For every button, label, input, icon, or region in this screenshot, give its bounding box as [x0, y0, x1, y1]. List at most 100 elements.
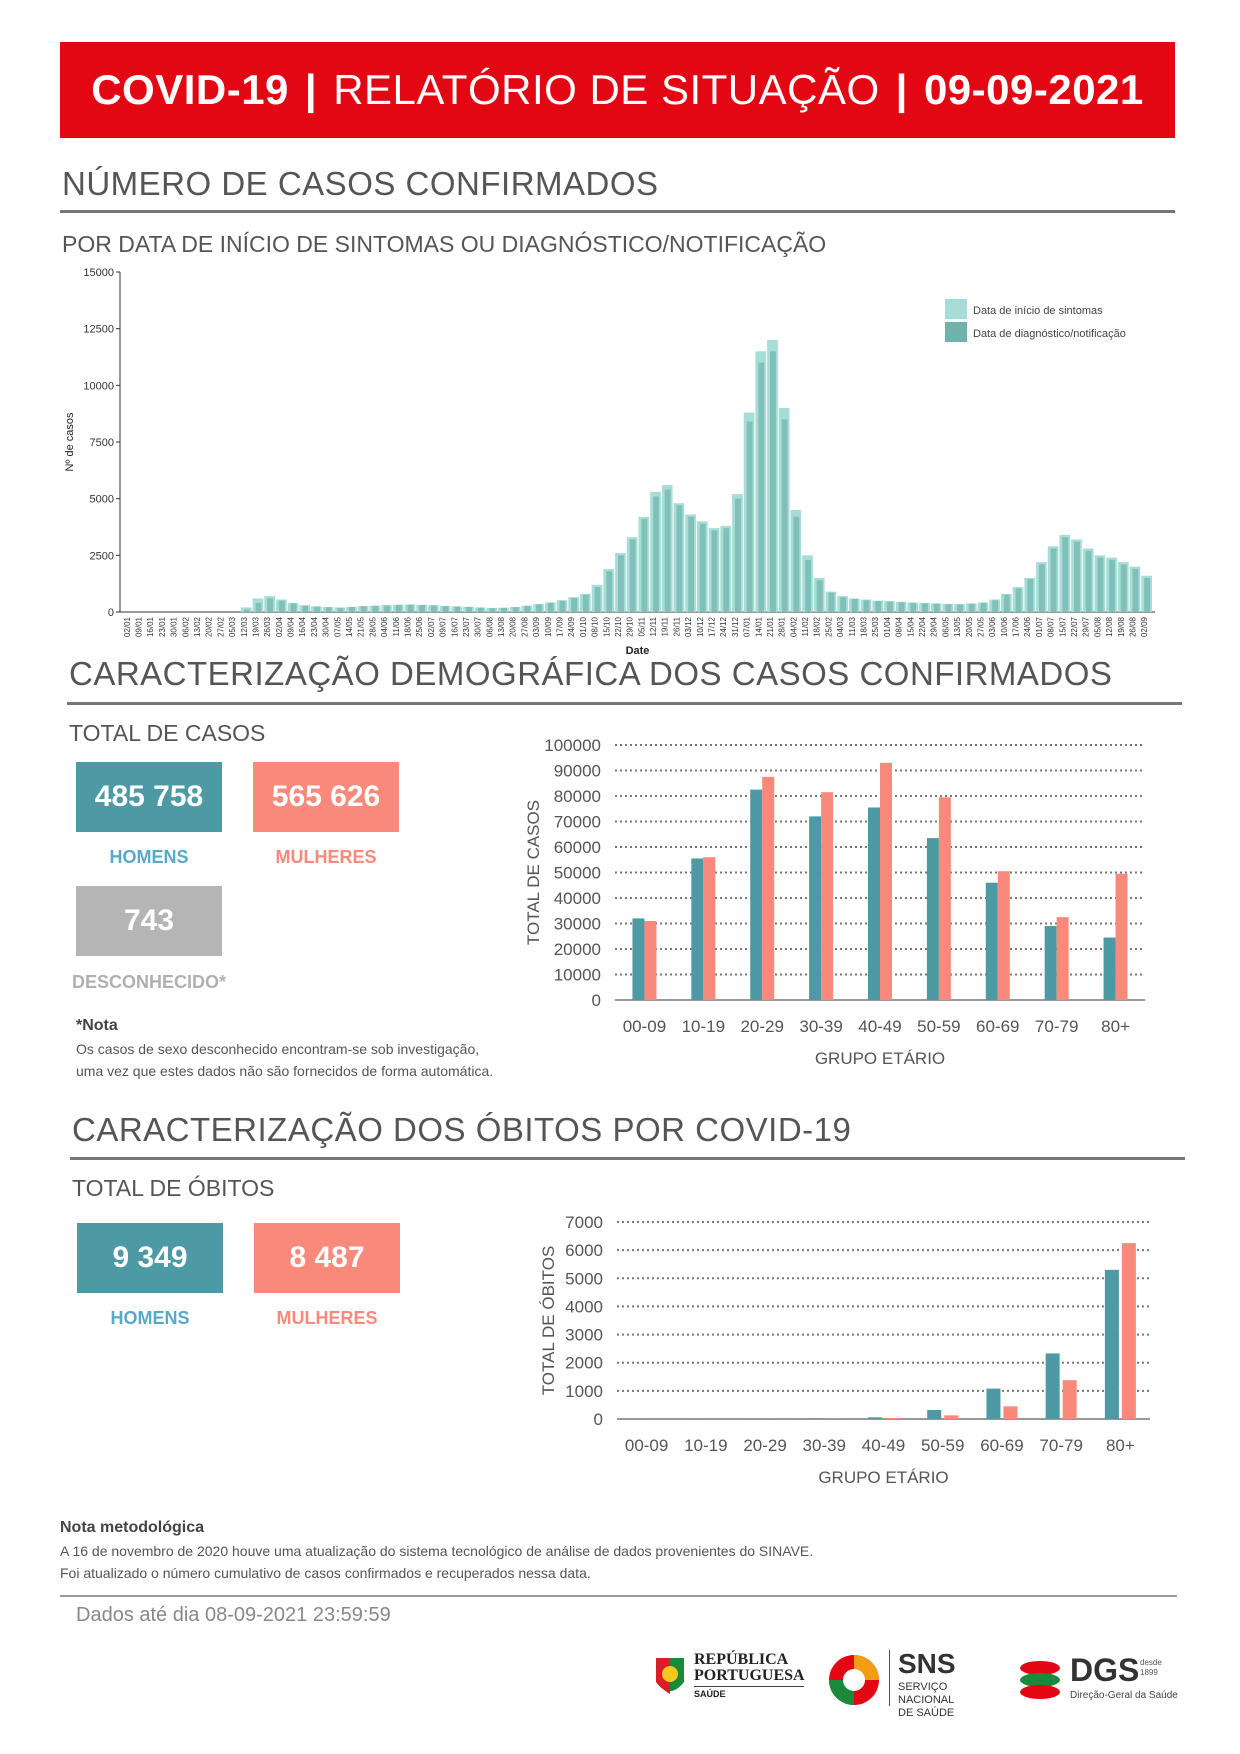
notification-bar: [1015, 588, 1022, 612]
x-tick-label: 02/04: [275, 616, 284, 637]
y-tick-label: 6000: [565, 1241, 603, 1260]
cases-unknown-label: DESCONHECIDO*: [71, 972, 227, 992]
sns-title: SNS: [898, 1648, 956, 1679]
women-bar: [1062, 1380, 1077, 1419]
x-tick-label: 18/03: [860, 616, 869, 637]
sns-line: SERVIÇO NACIONAL: [898, 1681, 955, 1706]
x-tick-label: 19/08: [1117, 616, 1126, 637]
notification-bar: [571, 597, 578, 612]
y-tick-label: 15000: [83, 267, 114, 279]
notification-bar: [536, 604, 543, 612]
x-tick-label: 17/09: [555, 616, 564, 637]
x-tick-label: 31/12: [731, 616, 740, 637]
x-tick-label: 02/09: [1140, 616, 1149, 637]
section-divider: [70, 1157, 1185, 1160]
x-axis-title: GRUPO ETÁRIO: [818, 1468, 948, 1487]
men-bar: [868, 1417, 882, 1419]
x-tick-label: 27/02: [216, 616, 225, 637]
legend-swatch-symptoms: [945, 299, 967, 319]
notification-bar: [653, 496, 659, 612]
x-tick-label: 24/09: [567, 616, 576, 637]
dgs-since: desde 1899: [1140, 1658, 1162, 1677]
x-tick-label: 27/08: [520, 616, 529, 637]
x-tick-label: 18/06: [403, 616, 412, 637]
notification-bar: [664, 489, 671, 612]
sns-logo: SNS SERVIÇO NACIONAL DE SAÚDE: [826, 1648, 996, 1719]
x-tick-label: 12/11: [649, 616, 658, 636]
notification-bar: [1144, 578, 1151, 612]
notification-bar: [407, 604, 414, 612]
banner-separator: |: [895, 66, 908, 113]
notification-bar: [477, 607, 484, 612]
republica-line: PORTUGUESA: [694, 1667, 805, 1684]
x-tick-label: 23/04: [310, 616, 319, 637]
y-tick-label: 10000: [83, 380, 114, 392]
women-bar: [938, 797, 951, 1000]
notification-bar: [1027, 579, 1034, 612]
x-tick-label: 13/08: [497, 616, 506, 637]
notification-bar: [255, 602, 262, 612]
x-tick-label: 22/07: [1070, 616, 1079, 637]
deaths-men-box: 9 349: [77, 1223, 223, 1293]
x-tick-label: 26/11: [672, 616, 681, 636]
notification-bar: [466, 607, 472, 612]
notification-bar: [337, 607, 344, 612]
x-tick-label: 60-69: [976, 1017, 1019, 1036]
notification-bar: [325, 607, 332, 612]
men-bar: [691, 858, 704, 1000]
women-bar: [944, 1415, 959, 1419]
notification-bar: [582, 594, 589, 612]
x-tick-label: 29/07: [1082, 616, 1091, 637]
cases-men-box: 485 758: [76, 762, 222, 832]
notification-bar: [243, 609, 250, 612]
x-tick-label: 11/02: [801, 616, 810, 636]
x-tick-label: 30/01: [170, 616, 179, 637]
men-bar: [986, 1388, 1001, 1419]
dgs-title: DGS: [1070, 1652, 1140, 1688]
republica-portuguesa-logo: REPÚBLICA PORTUGUESA SAÚDE: [652, 1650, 812, 1710]
notification-bar: [267, 598, 274, 612]
notification-bar: [980, 602, 987, 612]
section-divider: [60, 210, 1175, 213]
notification-bar: [395, 604, 402, 612]
x-tick-label: 19/11: [661, 616, 670, 636]
y-axis-title: TOTAL DE ÓBITOS: [539, 1246, 558, 1396]
notification-bar: [816, 580, 823, 612]
legend-label-notification: Data de diagnóstico/notificação: [973, 328, 1126, 340]
x-tick-label: 07/01: [743, 616, 752, 637]
y-tick-label: 30000: [554, 915, 601, 934]
notification-bar: [547, 602, 554, 612]
x-tick-label: 27/05: [976, 616, 985, 637]
x-tick-label: 29/04: [930, 616, 939, 637]
women-bar: [997, 871, 1010, 1000]
notification-bar: [1097, 557, 1104, 612]
sns-emblem-icon: [829, 1655, 879, 1705]
y-tick-label: 4000: [565, 1297, 603, 1316]
y-tick-label: 50000: [554, 864, 601, 883]
notification-bar: [933, 603, 940, 612]
notification-bar: [1003, 594, 1010, 612]
notification-bar: [957, 604, 963, 612]
x-tick-label: 15/04: [906, 616, 915, 637]
method-note-title: Nota metodológica: [60, 1519, 205, 1536]
y-axis-title: TOTAL DE CASOS: [524, 800, 543, 945]
notification-bar: [278, 600, 285, 612]
notification-bar: [723, 528, 730, 612]
dgs-logo: DGS desde 1899 Direção-Geral da Saúde: [1018, 1652, 1180, 1710]
x-tick-label: 28/05: [368, 616, 377, 637]
x-tick-label: 23/01: [158, 616, 167, 637]
notification-bar: [875, 601, 882, 612]
x-tick-label: 20-29: [743, 1436, 786, 1455]
cases-women-box: 565 626: [253, 762, 399, 832]
x-tick-label: 10-19: [682, 1017, 725, 1036]
x-tick-label: 26/03: [263, 616, 272, 637]
x-tick-label: 60-69: [980, 1436, 1023, 1455]
x-tick-label: 00-09: [623, 1017, 666, 1036]
x-tick-label: 04/02: [789, 616, 798, 637]
banner-title: RELATÓRIO DE SITUAÇÃO: [333, 66, 880, 113]
cases-men-label: HOMENS: [109, 847, 189, 867]
logo-divider: [694, 1686, 804, 1687]
y-tick-label: 0: [594, 1410, 603, 1429]
deaths-subtitle: TOTAL DE ÓBITOS: [72, 1175, 275, 1201]
